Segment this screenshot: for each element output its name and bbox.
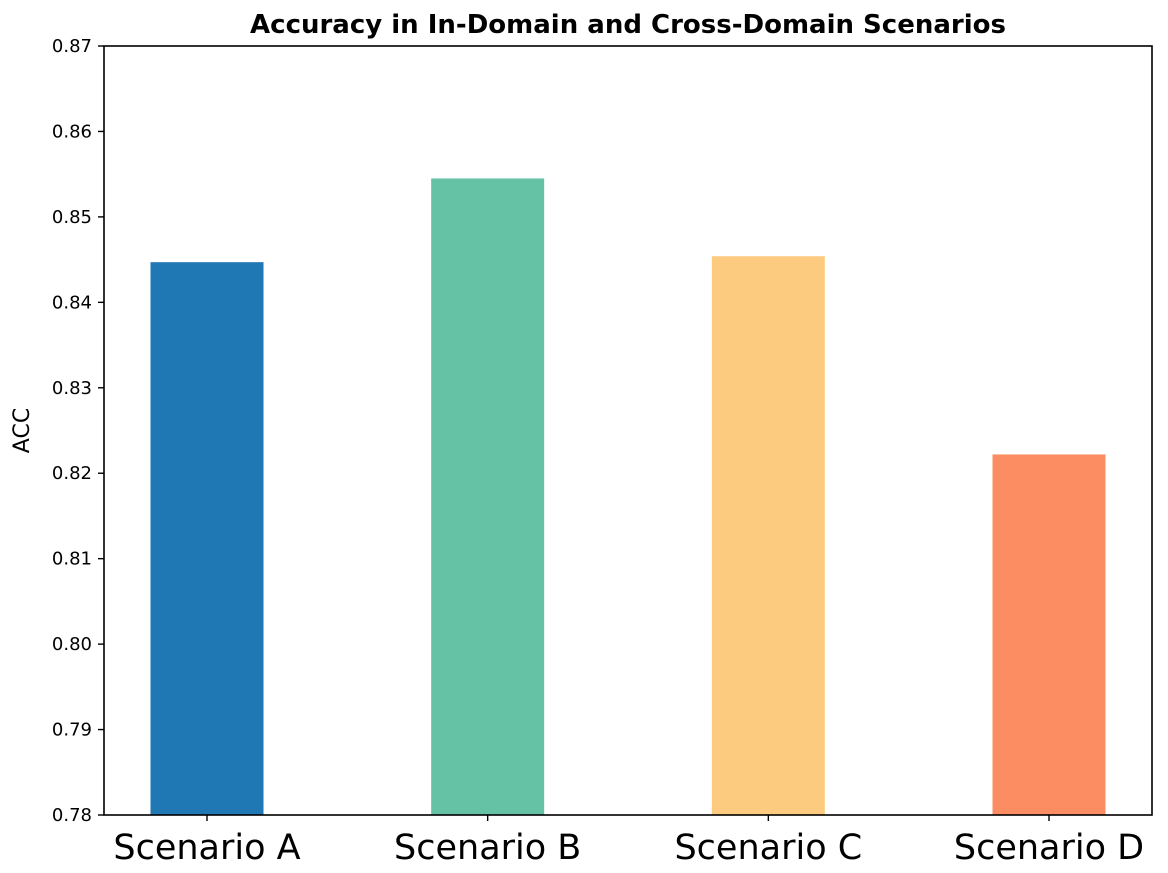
y-axis-ticks: 0.78 0.79 0.80 0.81 0.82 0.83 0.84 0.85 0.86 0.87 — [52, 36, 104, 826]
x-tick-label: Scenario A — [113, 828, 300, 868]
bars-layer — [150, 178, 1106, 815]
plot-frame — [103, 45, 1153, 816]
y-tick-label: 0.79 — [52, 720, 92, 741]
x-tick-label: Scenario D — [954, 828, 1144, 868]
y-tick-label: 0.84 — [52, 292, 92, 313]
bar-scenario-b — [431, 178, 545, 815]
chart-title: Accuracy in In-Domain and Cross-Domain S… — [250, 10, 1006, 40]
x-axis-ticks: Scenario A Scenario B Scenario C Scenario D — [113, 815, 1144, 868]
y-tick-label: 0.80 — [52, 634, 92, 655]
bar-scenario-c — [711, 256, 825, 815]
x-tick-label: Scenario B — [394, 828, 581, 868]
y-tick-label: 0.78 — [52, 805, 92, 826]
y-tick-label: 0.83 — [52, 378, 92, 399]
y-tick-label: 0.87 — [52, 36, 92, 57]
y-tick-label: 0.82 — [52, 463, 92, 484]
bar-scenario-a — [150, 262, 264, 815]
y-axis-label: ACC — [10, 408, 35, 453]
y-tick-label: 0.81 — [52, 549, 92, 570]
y-tick-label: 0.86 — [52, 121, 92, 142]
x-tick-label: Scenario C — [674, 828, 862, 868]
bar-scenario-d — [992, 454, 1106, 815]
y-tick-label: 0.85 — [52, 207, 92, 228]
